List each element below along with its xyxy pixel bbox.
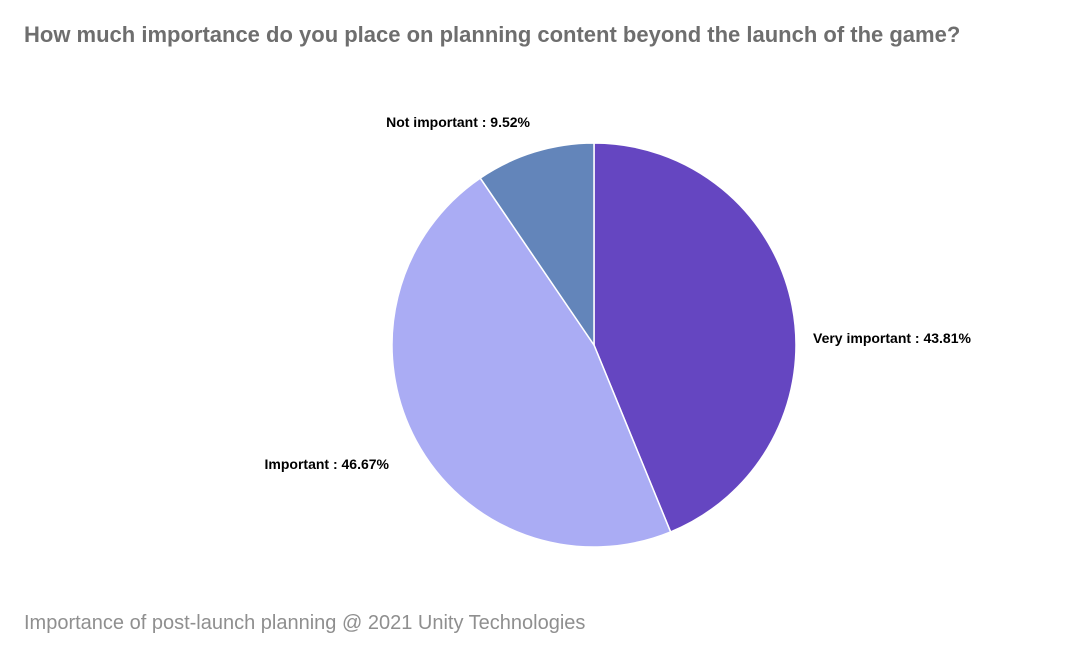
pie-slice-not-important xyxy=(479,142,595,348)
slice-label-very-important: Very important : 43.81% xyxy=(813,330,972,346)
chart-caption: Importance of post-launch planning @ 202… xyxy=(24,612,586,634)
chart-title: How much importance do you place on plan… xyxy=(24,22,961,47)
slice-label-important: Important : 46.67% xyxy=(265,456,390,472)
slice-label-not-important: Not important : 9.52% xyxy=(386,114,530,130)
pie-slice-important xyxy=(391,177,672,548)
pie-slice-very-important xyxy=(593,142,797,533)
